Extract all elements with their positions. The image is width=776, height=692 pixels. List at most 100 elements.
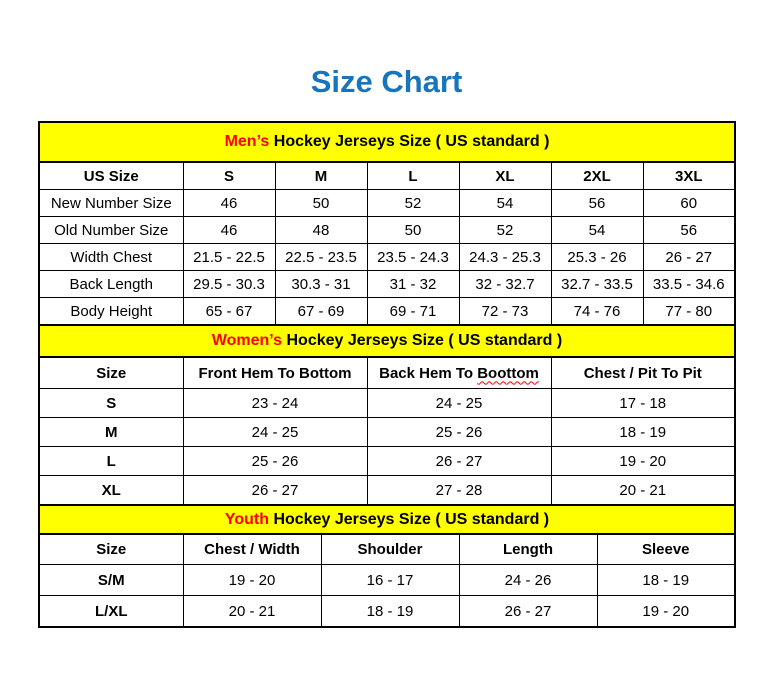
table-cell: 54 (550, 216, 644, 244)
column-header: Length (458, 533, 598, 565)
table-row: Body Height 65 - 67 67 - 69 69 - 71 72 - 73 7… (38, 297, 736, 326)
table-cell: 56 (642, 216, 736, 244)
column-header: Chest / Width (182, 533, 322, 565)
table-cell: 16 - 17 (320, 564, 460, 596)
row-label: XL (38, 475, 184, 506)
table-row: L 25 - 26 26 - 27 19 - 20 (38, 446, 736, 476)
table-cell: 46 (182, 216, 276, 244)
column-header: US Size (38, 161, 184, 190)
table-cell: 30.3 - 31 (274, 270, 368, 298)
column-header: 3XL (642, 161, 736, 190)
table-cell: 24.3 - 25.3 (458, 243, 552, 271)
table-cell: 48 (274, 216, 368, 244)
table-row: XL 26 - 27 27 - 28 20 - 21 (38, 475, 736, 506)
table-cell: 17 - 18 (550, 388, 736, 418)
column-header: XL (458, 161, 552, 190)
women-banner-text: Hockey Jerseys Size ( US standard ) (282, 332, 563, 349)
row-label: S/M (38, 564, 184, 596)
youth-banner-row: Youth Hockey Jerseys Size ( US standard … (38, 504, 736, 535)
table-cell: 19 - 20 (596, 595, 736, 628)
men-banner-highlight: Men’s (224, 133, 270, 150)
column-header: M (274, 161, 368, 190)
table-cell: 50 (274, 189, 368, 217)
table-cell: 77 - 80 (642, 297, 736, 326)
table-cell: 25 - 26 (182, 446, 368, 476)
table-row: M 24 - 25 25 - 26 18 - 19 (38, 417, 736, 447)
table-row: New Number Size 46 50 52 54 56 60 (38, 189, 736, 217)
table-cell: 18 - 19 (320, 595, 460, 628)
table-row: Back Length 29.5 - 30.3 30.3 - 31 31 - 32 32… (38, 270, 736, 298)
women-banner-highlight: Women’s (211, 332, 283, 349)
men-banner-row: Men’s Hockey Jerseys Size ( US standard … (38, 121, 736, 163)
table-cell: 22.5 - 23.5 (274, 243, 368, 271)
column-header: Chest / Pit To Pit (550, 356, 736, 389)
column-header: L (366, 161, 460, 190)
table-row: S/M 19 - 20 16 - 17 24 - 26 18 - 19 (38, 564, 736, 596)
row-label: Width Chest (38, 243, 184, 271)
table-row: S 23 - 24 24 - 25 17 - 18 (38, 388, 736, 418)
table-cell: 72 - 73 (458, 297, 552, 326)
row-label: Back Length (38, 270, 184, 298)
column-header: S (182, 161, 276, 190)
row-label: S (38, 388, 184, 418)
table-cell: 52 (458, 216, 552, 244)
row-label: New Number Size (38, 189, 184, 217)
table-cell: 67 - 69 (274, 297, 368, 326)
row-label: M (38, 417, 184, 447)
women-banner-row: Women’s Hockey Jerseys Size ( US standar… (38, 324, 736, 358)
table-cell: 65 - 67 (182, 297, 276, 326)
men-header-row: US Size S M L XL 2XL 3XL (38, 161, 736, 190)
table-cell: 46 (182, 189, 276, 217)
row-label: Old Number Size (38, 216, 184, 244)
table-cell: 74 - 76 (550, 297, 644, 326)
page-title: Size Chart (310, 64, 463, 99)
misspelled-word: Boottom (477, 364, 539, 382)
table-row: L/XL 20 - 21 18 - 19 26 - 27 19 - 20 (38, 595, 736, 628)
table-cell: 31 - 32 (366, 270, 460, 298)
table-cell: 23.5 - 24.3 (366, 243, 460, 271)
table-cell: 24 - 25 (366, 388, 552, 418)
table-cell: 26 - 27 (458, 595, 598, 628)
table-cell: 26 - 27 (182, 475, 368, 506)
youth-header-row: Size Chest / Width Shoulder Length Sleev… (38, 533, 736, 565)
table-cell: 26 - 27 (642, 243, 736, 271)
table-cell: 24 - 25 (182, 417, 368, 447)
table-cell: 32 - 32.7 (458, 270, 552, 298)
youth-banner-text: Hockey Jerseys Size ( US standard ) (269, 510, 550, 528)
table-cell: 60 (642, 189, 736, 217)
table-cell: 69 - 71 (366, 297, 460, 326)
column-header: Back Hem To Boottom (366, 356, 552, 389)
table-cell: 27 - 28 (366, 475, 552, 506)
column-header: Shoulder (320, 533, 460, 565)
youth-section: Youth Hockey Jerseys Size ( US standard … (38, 504, 736, 628)
size-chart-table: Men’s Hockey Jerseys Size ( US standard … (38, 121, 736, 628)
women-header-row: Size Front Hem To Bottom Back Hem To Boo… (38, 356, 736, 389)
table-cell: 25.3 - 26 (550, 243, 644, 271)
table-cell: 50 (366, 216, 460, 244)
table-row: Old Number Size 46 48 50 52 54 56 (38, 216, 736, 244)
table-cell: 32.7 - 33.5 (550, 270, 644, 298)
men-banner: Men’s Hockey Jerseys Size ( US standard … (38, 121, 736, 163)
table-cell: 20 - 21 (550, 475, 736, 506)
table-cell: 19 - 20 (182, 564, 322, 596)
youth-banner: Youth Hockey Jerseys Size ( US standard … (38, 504, 736, 535)
men-section: Men’s Hockey Jerseys Size ( US standard … (38, 121, 736, 326)
women-section: Women’s Hockey Jerseys Size ( US standar… (38, 324, 736, 506)
table-cell: 25 - 26 (366, 417, 552, 447)
row-label: L/XL (38, 595, 184, 628)
column-header: 2XL (550, 161, 644, 190)
table-cell: 23 - 24 (182, 388, 368, 418)
youth-banner-highlight: Youth (224, 510, 269, 528)
table-cell: 56 (550, 189, 644, 217)
table-cell: 29.5 - 30.3 (182, 270, 276, 298)
women-banner: Women’s Hockey Jerseys Size ( US standar… (38, 324, 736, 358)
table-cell: 19 - 20 (550, 446, 736, 476)
column-header: Sleeve (596, 533, 736, 565)
column-header: Size (38, 356, 184, 389)
table-cell: 26 - 27 (366, 446, 552, 476)
column-header: Size (38, 533, 184, 565)
table-cell: 18 - 19 (596, 564, 736, 596)
men-banner-text: Hockey Jerseys Size ( US standard ) (269, 133, 550, 150)
column-header-text: Back Hem To (379, 364, 478, 382)
